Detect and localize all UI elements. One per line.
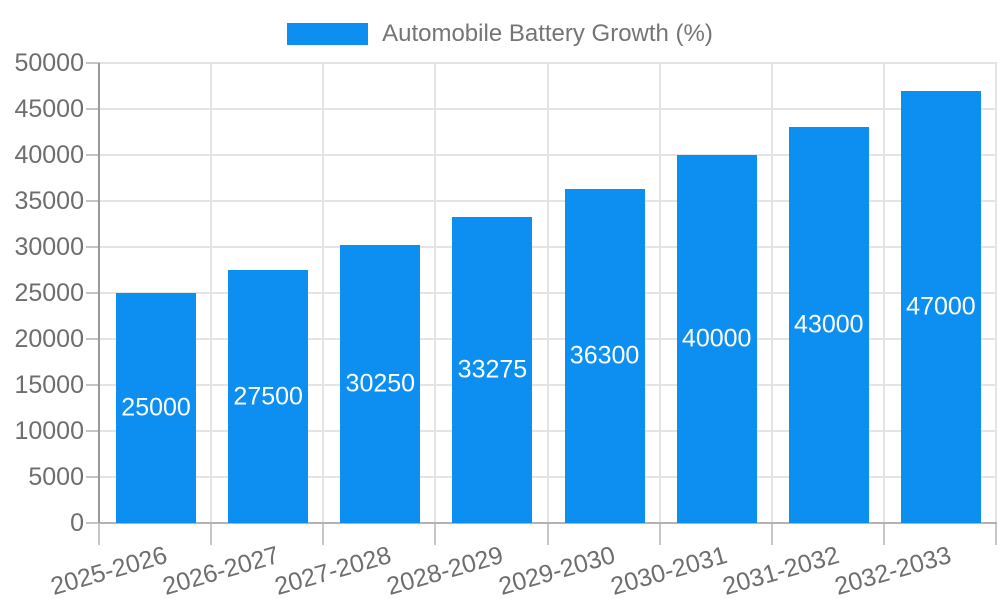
v-gridline (546, 63, 549, 523)
y-axis-label: 45000 (14, 95, 84, 123)
y-axis-label: 50000 (14, 49, 84, 77)
x-axis-label: 2032-2033 (832, 541, 955, 600)
v-gridline (995, 63, 997, 523)
y-axis-tick (86, 62, 100, 64)
bar[interactable]: 27500 (228, 270, 309, 523)
h-gridline (100, 292, 997, 294)
bar[interactable]: 47000 (900, 90, 981, 523)
y-axis-tick (86, 246, 100, 248)
v-gridline (434, 63, 437, 523)
h-gridline (100, 108, 997, 110)
h-gridline (100, 476, 997, 478)
bar[interactable]: 30250 (340, 244, 421, 523)
bar-value-label: 27500 (233, 382, 303, 410)
h-gridline (100, 154, 997, 156)
bar-value-label: 33275 (457, 355, 528, 384)
bar-value-label: 36300 (569, 341, 640, 370)
y-axis-tick (86, 108, 100, 110)
y-axis-tick (86, 384, 100, 386)
v-gridline (770, 63, 773, 523)
h-gridline (100, 338, 997, 340)
x-axis-label: 2030-2031 (607, 541, 731, 600)
x-axis-label: 2029-2030 (495, 541, 619, 600)
y-axis-label: 0 (70, 509, 84, 537)
bar[interactable]: 33275 (452, 216, 533, 523)
y-axis-label: 35000 (14, 187, 84, 215)
h-gridline (100, 246, 997, 248)
legend: Automobile Battery Growth (%) (0, 20, 1000, 48)
h-gridline (100, 384, 997, 386)
y-axis-label: 5000 (28, 463, 84, 491)
x-axis-label: 2026-2027 (159, 541, 282, 600)
bar-value-label: 43000 (794, 310, 864, 339)
y-axis-tick (86, 476, 100, 478)
v-gridline (210, 63, 213, 523)
x-axis-line (100, 522, 997, 524)
x-axis-tick (882, 523, 885, 545)
v-gridline (322, 63, 325, 523)
legend-label: Automobile Battery Growth (%) (382, 20, 713, 47)
v-gridline (658, 63, 661, 523)
x-axis-label: 2027-2028 (271, 541, 395, 600)
y-axis-tick (86, 200, 100, 202)
x-axis-tick (98, 523, 100, 545)
bar-value-label: 47000 (906, 292, 976, 321)
bar[interactable]: 40000 (676, 155, 757, 523)
v-gridline (882, 63, 885, 523)
y-axis-tick (86, 338, 100, 340)
y-axis-label: 40000 (14, 141, 84, 169)
y-axis-tick (86, 154, 100, 156)
y-axis-label: 10000 (14, 417, 84, 445)
h-gridline (100, 200, 997, 202)
bar[interactable]: 36300 (564, 189, 645, 523)
y-axis-label: 30000 (14, 233, 84, 261)
x-axis-label: 2028-2029 (383, 541, 507, 600)
h-gridline (100, 430, 997, 432)
x-axis-tick (434, 523, 437, 545)
x-axis-tick (995, 523, 997, 545)
bar-value-label: 25000 (121, 393, 191, 422)
x-axis-tick (658, 523, 661, 545)
y-axis-line (98, 63, 100, 523)
y-axis-tick (86, 292, 100, 294)
y-axis-tick (86, 430, 100, 432)
h-gridline (100, 62, 997, 64)
bar-value-label: 40000 (681, 324, 752, 353)
y-axis-tick (86, 522, 100, 524)
x-axis-tick (322, 523, 325, 545)
y-axis-label: 25000 (14, 279, 84, 307)
bar[interactable]: 43000 (788, 127, 869, 523)
x-axis-tick (770, 523, 773, 545)
y-axis-label: 20000 (14, 325, 84, 353)
x-axis-tick (546, 523, 549, 545)
legend-item[interactable]: Automobile Battery Growth (%) (287, 20, 713, 48)
x-axis-tick (210, 523, 213, 545)
bar-value-label: 30250 (345, 369, 416, 398)
legend-swatch (287, 23, 369, 45)
x-axis-label: 2031-2032 (719, 541, 843, 600)
bar[interactable]: 25000 (116, 293, 197, 523)
y-axis-label: 15000 (14, 371, 84, 399)
x-axis-label: 2025-2026 (47, 541, 170, 600)
